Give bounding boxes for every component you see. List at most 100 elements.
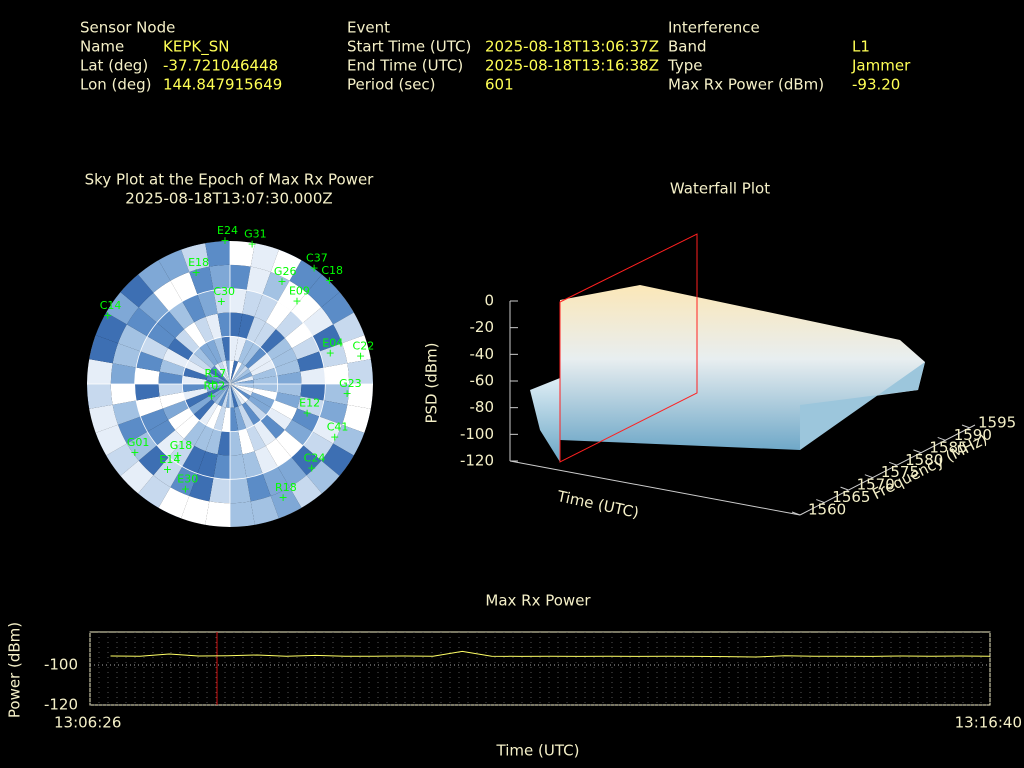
freq-tick: [937, 436, 946, 441]
sky-cell: [140, 408, 169, 432]
sky-cell: [138, 260, 171, 293]
sky-cell: [252, 367, 277, 380]
sky-cell: [134, 367, 160, 384]
sky-cell: [209, 384, 230, 400]
sky-cell: [175, 329, 200, 354]
sky-cell: [168, 301, 195, 330]
sky-cell: [158, 384, 184, 397]
sky-cell: [87, 359, 113, 384]
sky-cell: [242, 451, 263, 478]
sky-cell: [106, 292, 139, 325]
satellite-label: R18: [275, 481, 297, 494]
surface: [560, 285, 925, 450]
sky-cell: [156, 429, 185, 458]
sky-cell: [206, 379, 230, 384]
sky-cell: [266, 407, 292, 430]
sky-cell: [230, 375, 254, 384]
satellite-marker: +: [330, 430, 339, 443]
field-label: Lon (deg): [80, 76, 152, 94]
sky-cell: [230, 241, 255, 267]
sky-cell: [181, 495, 210, 525]
sky-cell: [271, 348, 298, 368]
satellite-label: E12: [299, 397, 320, 410]
sky-cell: [194, 316, 214, 343]
sky-cell: [245, 399, 267, 421]
sky-cell: [341, 335, 371, 364]
sky-cell: [238, 428, 255, 455]
section-title: Event: [347, 19, 390, 37]
sky-cell: [183, 388, 208, 401]
sky-cell: [230, 368, 251, 384]
sky-cell: [297, 396, 324, 417]
time-axis-title: Time (UTC): [555, 487, 641, 522]
field-value: -93.20: [852, 76, 900, 94]
freq-tick: [888, 461, 898, 466]
sky-cell: [284, 322, 313, 349]
satellite-label: C24: [304, 452, 326, 465]
sky-cell: [213, 288, 230, 314]
sky-cell: [289, 260, 322, 293]
satellite-label: C14: [100, 299, 122, 312]
sky-cell: [87, 355, 90, 384]
sky-cell: [95, 424, 127, 456]
sky-cell: [211, 384, 230, 403]
sky-cell: [300, 367, 326, 384]
sky-cell: [209, 477, 230, 504]
sky-cell: [230, 384, 254, 389]
sky-cell: [230, 524, 259, 527]
sky-cell: [238, 339, 254, 364]
satellite-label: E09: [289, 284, 310, 297]
freq-tick-label: 1580: [905, 451, 943, 469]
chart-title: Sky Plot at the Epoch of Max Rx Power: [85, 171, 375, 189]
satellite-marker: +: [303, 407, 312, 420]
sky-cell: [306, 274, 340, 308]
sky-cell: [209, 368, 230, 384]
sky-cell: [254, 294, 278, 323]
field-value: 2025-08-18T13:06:37Z: [485, 38, 659, 56]
sky-cell: [241, 402, 261, 426]
sky-cell: [213, 406, 226, 431]
sky-cell: [230, 430, 243, 456]
sky-cell: [207, 372, 230, 384]
field-label: Lat (deg): [80, 57, 148, 75]
sky-cell: [188, 353, 212, 373]
sky-cell: [182, 384, 207, 393]
sky-plot: Sky Plot at the Epoch of Max Rx Power202…: [85, 171, 375, 527]
sky-cell: [275, 310, 304, 339]
sky-cell: [156, 310, 185, 339]
sky-cell: [260, 329, 285, 354]
sky-cell: [333, 312, 365, 344]
sky-cell: [205, 313, 222, 340]
sky-cell: [205, 501, 230, 527]
freq-tick: [961, 424, 971, 429]
satellite-label: C30: [213, 285, 235, 298]
sky-cell: [201, 524, 230, 527]
sky-cell: [159, 359, 186, 376]
field-value: L1: [852, 38, 870, 56]
satellite-label: C22: [353, 339, 375, 352]
sky-cell: [230, 384, 253, 396]
sky-cell: [303, 307, 334, 337]
sky-cell: [185, 360, 210, 376]
sky-cell: [197, 290, 218, 317]
satellite-marker: +: [217, 295, 226, 308]
sky-cell: [248, 353, 272, 373]
freq-tick-label: 1565: [832, 488, 870, 506]
satellite-label: G18: [170, 439, 193, 452]
sky-cell: [183, 367, 208, 380]
sky-cell: [297, 351, 324, 372]
freq-tick-label: 1595: [978, 414, 1016, 432]
sky-cell: [306, 460, 340, 494]
satellite-marker: +: [309, 261, 318, 274]
sky-cell: [95, 312, 127, 344]
sky-cell: [140, 336, 169, 360]
satellite-marker: +: [220, 234, 229, 247]
sky-cell: [211, 365, 230, 384]
satellite-marker: +: [248, 237, 257, 250]
z-tick-label: -20: [470, 318, 495, 336]
sky-cell: [230, 384, 239, 408]
satellite-marker: +: [307, 462, 316, 475]
sky-cell: [158, 487, 190, 519]
sky-cell: [207, 384, 230, 396]
x-tick-label: 13:16:40: [955, 714, 1022, 732]
